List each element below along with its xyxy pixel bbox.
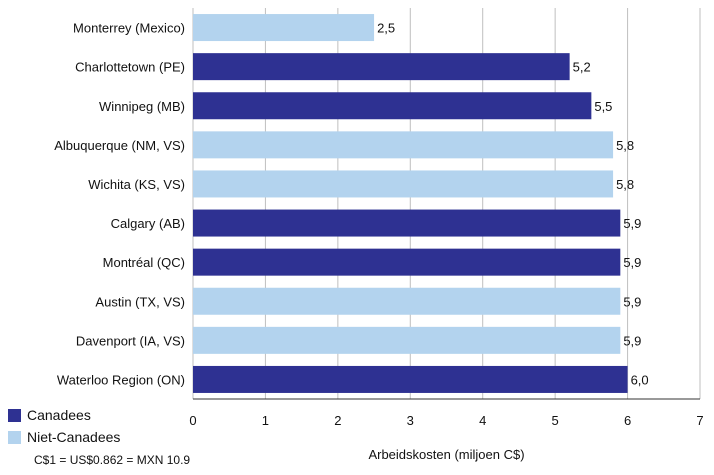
value-label-1: 5,2 bbox=[573, 60, 591, 75]
value-label-0: 2,5 bbox=[377, 21, 395, 36]
bar-9 bbox=[193, 365, 628, 393]
bar-1 bbox=[193, 53, 570, 81]
category-label-2: Winnipeg (MB) bbox=[99, 99, 185, 114]
bar-7 bbox=[193, 287, 621, 315]
category-label-8: Davenport (IA, VS) bbox=[76, 333, 185, 348]
value-label-5: 5,9 bbox=[623, 216, 641, 231]
category-label-0: Monterrey (Mexico) bbox=[73, 21, 185, 36]
legend: Canadees Niet-Canadees bbox=[8, 404, 120, 448]
bar-6 bbox=[193, 248, 621, 276]
x-tick-label-1: 1 bbox=[262, 413, 269, 428]
category-label-9: Waterloo Region (ON) bbox=[57, 372, 185, 387]
category-label-3: Albuquerque (NM, VS) bbox=[54, 138, 185, 153]
value-label-8: 5,9 bbox=[623, 333, 641, 348]
legend-item-niet-canadees: Niet-Canadees bbox=[8, 426, 120, 448]
category-label-1: Charlottetown (PE) bbox=[75, 60, 185, 75]
legend-swatch-niet-canadees bbox=[8, 430, 21, 444]
value-label-3: 5,8 bbox=[616, 138, 634, 153]
category-label-5: Calgary (AB) bbox=[111, 216, 185, 231]
x-tick-label-0: 0 bbox=[189, 413, 196, 428]
bar-0 bbox=[193, 14, 375, 42]
legend-label-niet-canadees: Niet-Canadees bbox=[27, 429, 121, 445]
x-tick-label-7: 7 bbox=[696, 413, 703, 428]
category-label-4: Wichita (KS, VS) bbox=[88, 177, 185, 192]
x-tick-label-6: 6 bbox=[624, 413, 631, 428]
bar-5 bbox=[193, 209, 621, 237]
bar-8 bbox=[193, 326, 621, 354]
value-label-2: 5,5 bbox=[594, 99, 612, 114]
legend-swatch-canadees bbox=[8, 408, 21, 422]
currency-footnote: C$1 = US$0.862 = MXN 10.9 bbox=[34, 453, 191, 467]
value-label-9: 6,0 bbox=[631, 372, 649, 387]
value-label-6: 5,9 bbox=[623, 255, 641, 270]
x-tick-label-4: 4 bbox=[479, 413, 486, 428]
category-label-6: Montréal (QC) bbox=[103, 255, 185, 270]
x-tick-label-2: 2 bbox=[334, 413, 341, 428]
x-axis-title: Arbeidskosten (miljoen C$) bbox=[368, 447, 524, 462]
bar-4 bbox=[193, 170, 614, 198]
legend-item-canadees: Canadees bbox=[8, 404, 120, 426]
x-tick-label-3: 3 bbox=[407, 413, 414, 428]
bar-2 bbox=[193, 92, 592, 120]
bar-3 bbox=[193, 131, 614, 159]
category-label-7: Austin (TX, VS) bbox=[95, 294, 185, 309]
value-label-4: 5,8 bbox=[616, 177, 634, 192]
x-tick-label-5: 5 bbox=[552, 413, 559, 428]
legend-label-canadees: Canadees bbox=[27, 407, 91, 423]
value-label-7: 5,9 bbox=[623, 294, 641, 309]
